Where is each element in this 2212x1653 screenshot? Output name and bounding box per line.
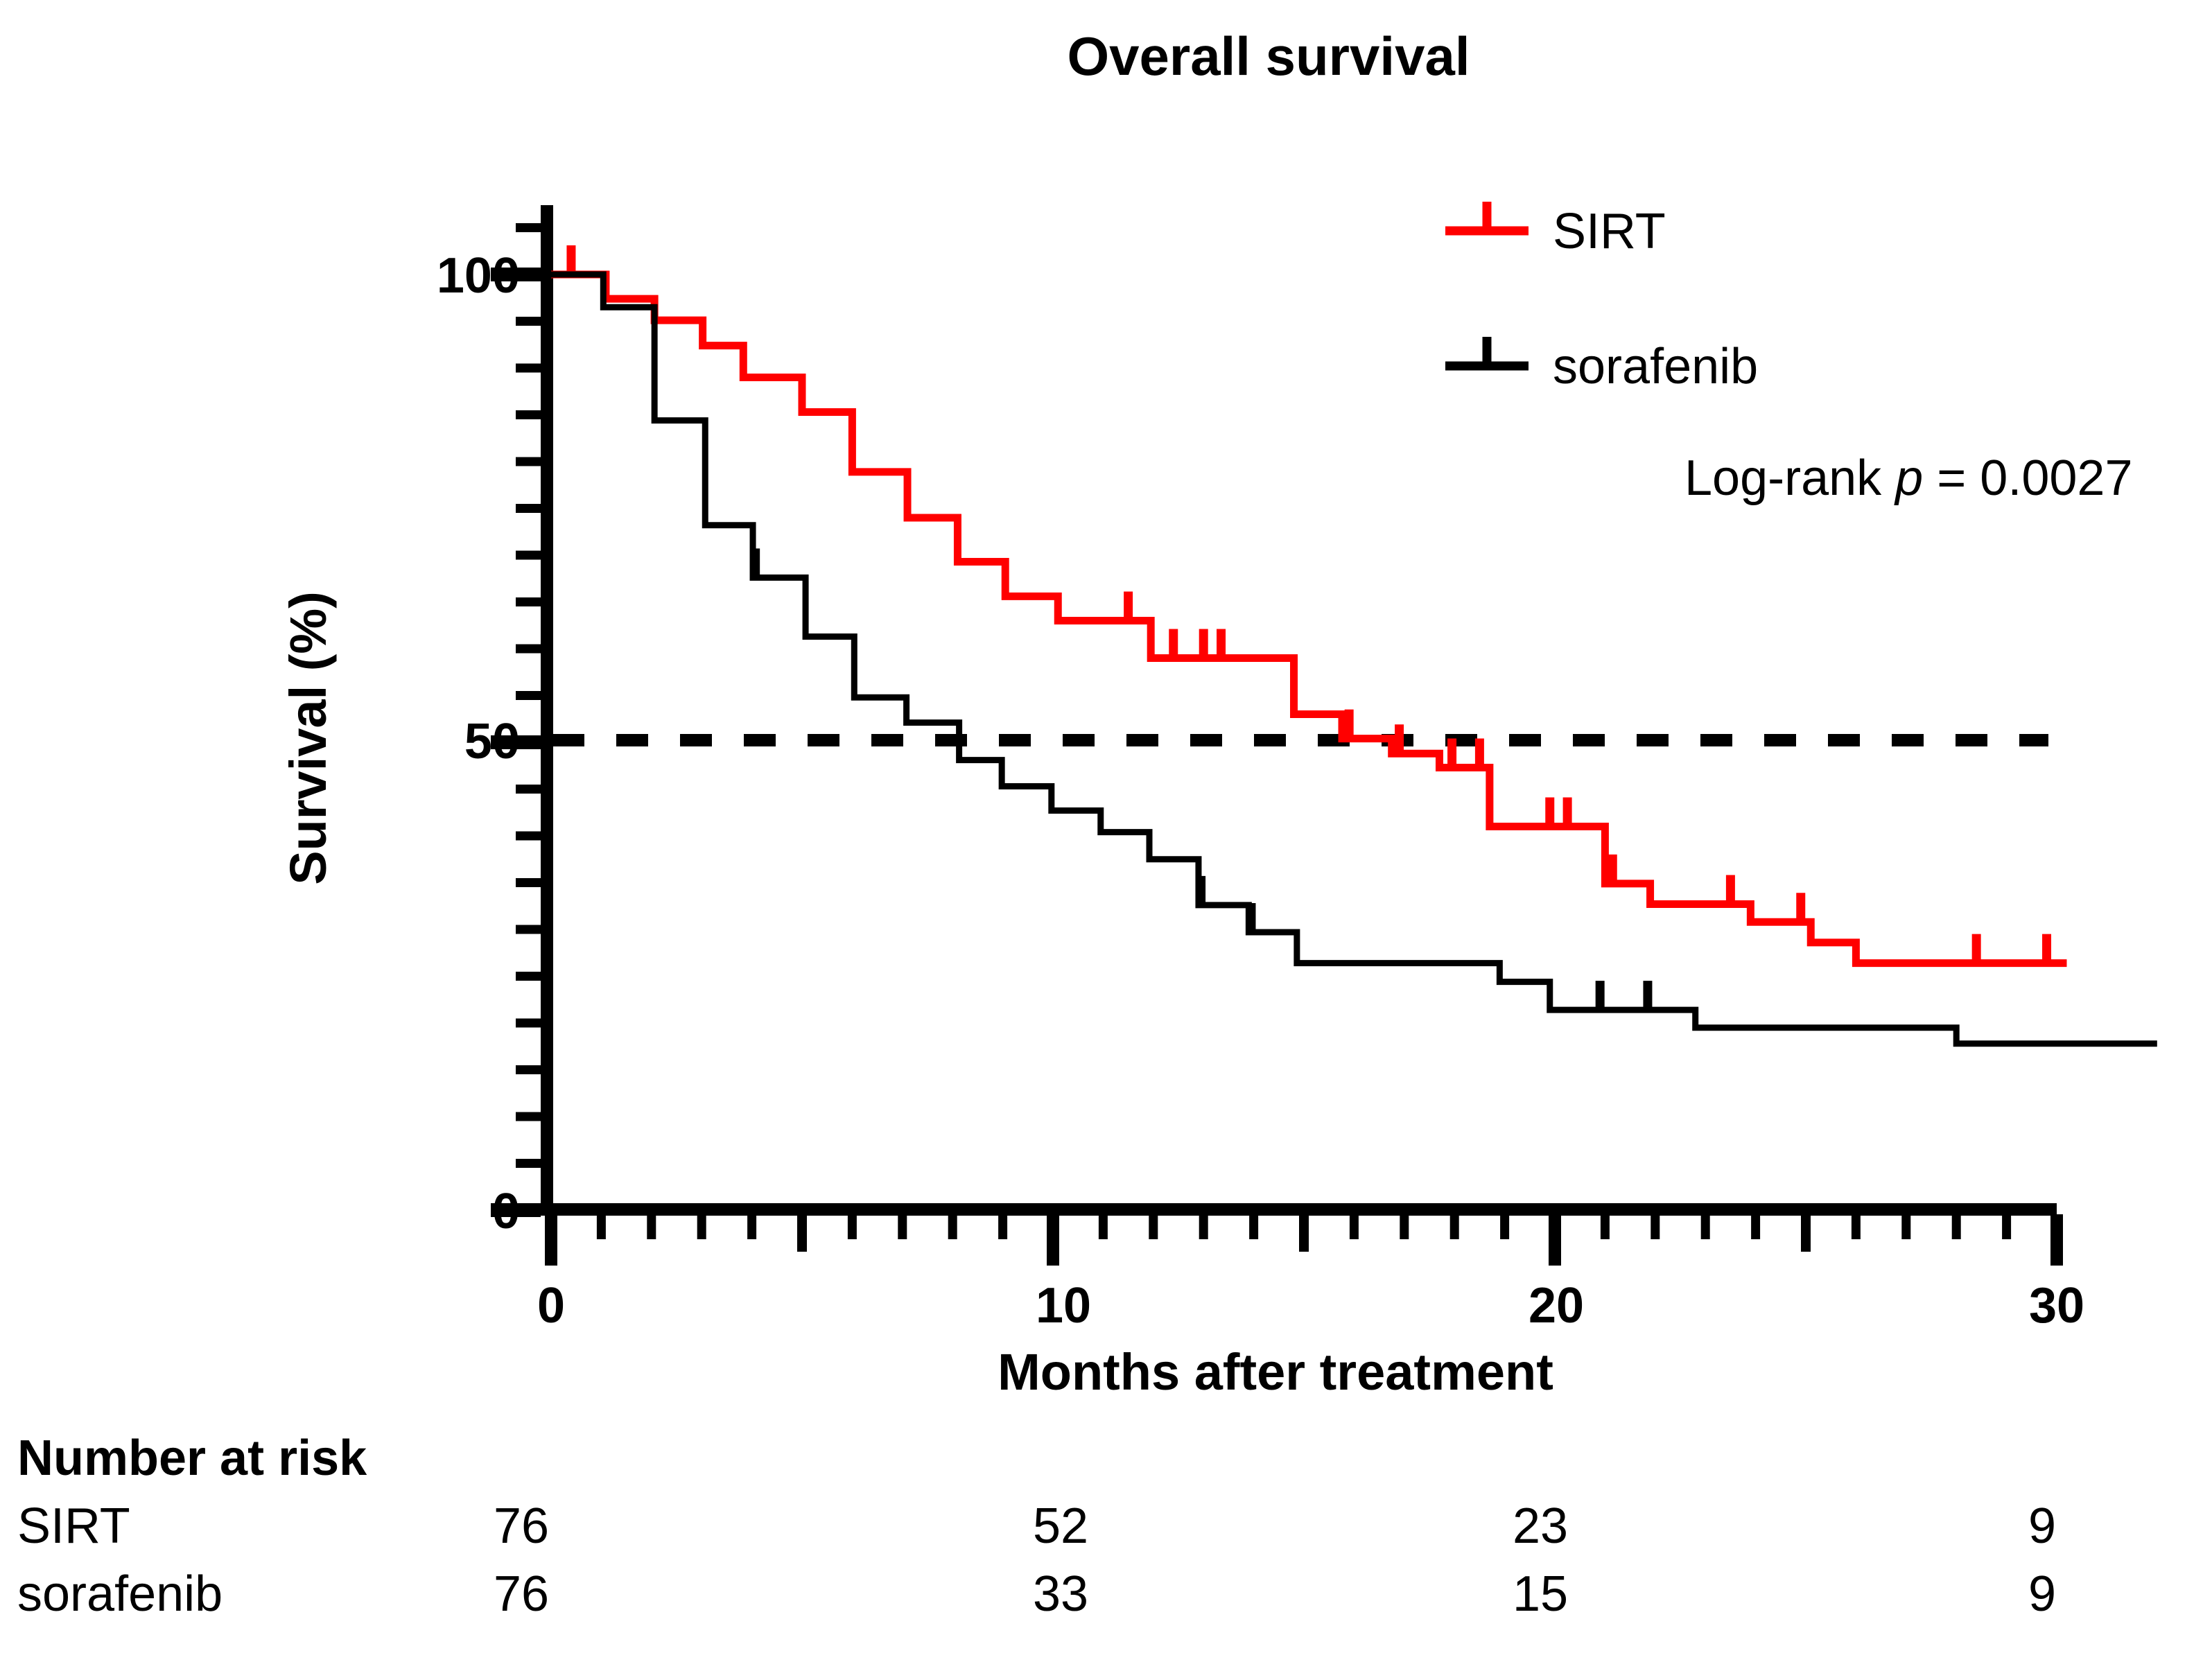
- risk-value: 76: [494, 1498, 549, 1554]
- risk-value: 76: [494, 1566, 549, 1622]
- x-tick-label-20: 20: [1529, 1278, 1584, 1333]
- x-tick-label-0: 0: [537, 1278, 565, 1333]
- legend-symbol-sirt: [1445, 202, 1529, 236]
- x-axis-title: Months after treatment: [998, 1343, 1553, 1401]
- x-tick-label-10: 10: [1036, 1278, 1091, 1333]
- x-axis: 0 10 20 30 Months after treatment: [537, 1203, 2084, 1401]
- risk-value: 52: [1033, 1498, 1088, 1554]
- risk-value: 9: [2028, 1498, 2056, 1554]
- survival-curves: [551, 245, 2157, 1047]
- legend-label-sorafenib: sorafenib: [1553, 339, 1758, 394]
- sirt-curve: [551, 270, 2067, 968]
- y-axis-title: Survival (%): [279, 591, 337, 885]
- risk-table-title: Number at risk: [17, 1431, 367, 1486]
- x-axis-ticks: [545, 1214, 2063, 1266]
- y-tick-label-0: 0: [492, 1184, 520, 1239]
- y-axis: 100 50 0 Survival (%): [279, 205, 553, 1239]
- risk-value: 33: [1033, 1566, 1088, 1622]
- risk-table: Number at risk SIRT 76 52 23 9 sorafenib…: [17, 1431, 2056, 1622]
- y-axis-ticks: [491, 223, 541, 1217]
- y-tick-label-50: 50: [464, 714, 520, 769]
- risk-value: 9: [2028, 1566, 2056, 1622]
- legend-label-sirt: SIRT: [1553, 204, 1666, 259]
- legend-symbol-sorafenib: [1445, 337, 1529, 371]
- risk-row-label-sorafenib: sorafenib: [17, 1566, 223, 1622]
- risk-value: 23: [1513, 1498, 1568, 1554]
- y-tick-label-100: 100: [437, 248, 520, 304]
- risk-value: 15: [1513, 1566, 1568, 1622]
- sorafenib-curve: [551, 271, 2157, 1047]
- risk-row-label-sirt: SIRT: [17, 1498, 130, 1554]
- x-tick-label-30: 30: [2029, 1278, 2084, 1333]
- chart-title: Overall survival: [1067, 26, 1470, 87]
- legend: SIRT sorafenib Log-rank p = 0.0027: [1445, 202, 2133, 506]
- logrank-annotation: Log-rank p = 0.0027: [1684, 451, 2133, 506]
